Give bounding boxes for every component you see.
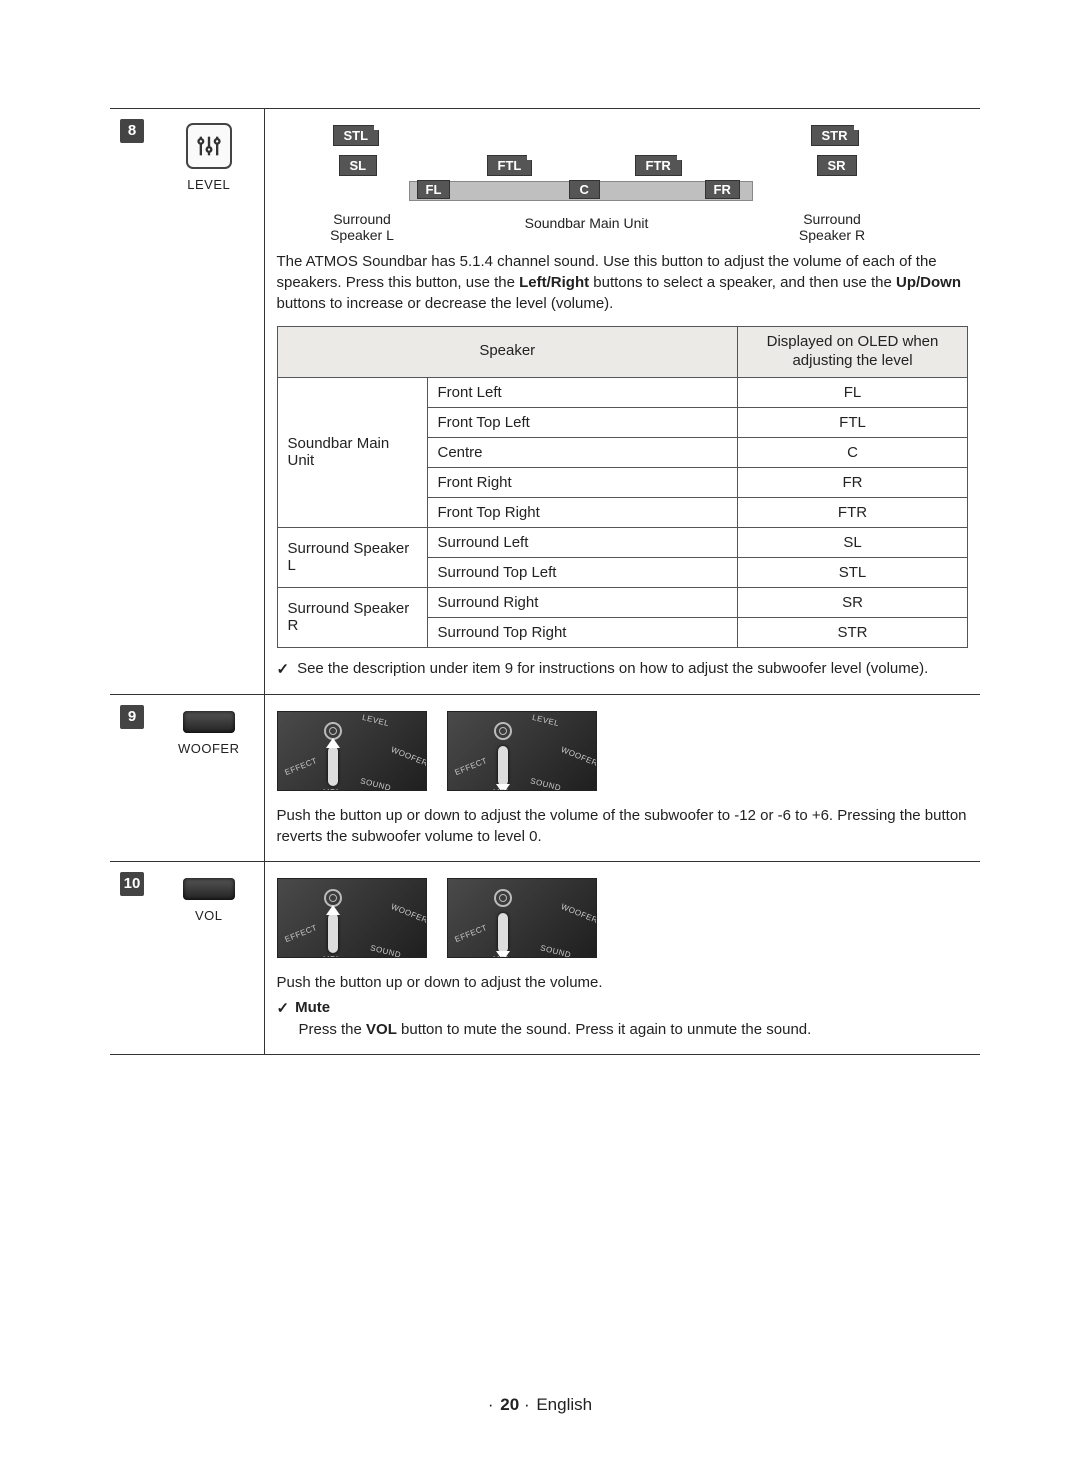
row10-label: VOL	[158, 908, 260, 923]
table-row: Surround Speaker L Surround LeftSL	[277, 527, 968, 557]
row8-note: ✓ See the description under item 9 for i…	[277, 658, 969, 680]
label-surround-l: SurroundSpeaker L	[315, 211, 410, 243]
speaker-code-table: Speaker Displayed on OLED when adjusting…	[277, 326, 969, 648]
level-icon	[186, 123, 232, 169]
chip-c: C	[569, 180, 600, 199]
chip-ftl: FTL	[487, 155, 533, 176]
vol-button-icon	[183, 878, 235, 900]
row9-description: Push the button up or down to adjust the…	[277, 805, 969, 847]
chip-sr: SR	[817, 155, 857, 176]
label-soundbar: Soundbar Main Unit	[497, 215, 677, 231]
row8-label: LEVEL	[158, 177, 260, 192]
row10-description: Push the button up or down to adjust the…	[277, 972, 969, 993]
chip-str: STR	[811, 125, 859, 146]
table-row: Surround Speaker R Surround RightSR	[277, 587, 968, 617]
row8-description: The ATMOS Soundbar has 5.1.4 channel sou…	[277, 251, 969, 314]
remote-photo-up: EFFECT WOOFER SOUND VOL	[277, 878, 427, 958]
mute-heading: ✓ Mute	[277, 999, 969, 1017]
remote-photo-down: LEVEL EFFECT WOOFER SOUND VOL	[447, 711, 597, 791]
feature-table: 8 LEVEL STL STR SL SR FTL FTR FL C FR Su…	[110, 108, 980, 1055]
chip-fl: FL	[417, 180, 451, 199]
check-icon: ✓	[277, 658, 290, 680]
row9-number-badge: 9	[120, 705, 144, 729]
row8-number-badge: 8	[120, 119, 144, 143]
th-speaker: Speaker	[277, 327, 738, 378]
page-footer: · 20 · English	[0, 1395, 1080, 1415]
th-oled: Displayed on OLED when adjusting the lev…	[738, 327, 968, 378]
mute-description: Press the VOL button to mute the sound. …	[277, 1019, 969, 1040]
remote-photo-up: LEVEL EFFECT WOOFER SOUND VOL	[277, 711, 427, 791]
label-surround-r: SurroundSpeaker R	[785, 211, 880, 243]
woofer-button-icon	[183, 711, 235, 733]
chip-stl: STL	[333, 125, 380, 146]
chip-ftr: FTR	[635, 155, 682, 176]
chip-fr: FR	[705, 180, 740, 199]
speaker-layout-diagram: STL STR SL SR FTL FTR FL C FR SurroundSp…	[277, 125, 969, 245]
row9-label: WOOFER	[158, 741, 260, 756]
row10-number-badge: 10	[120, 872, 144, 896]
check-icon: ✓	[277, 999, 290, 1017]
table-row: Soundbar Main Unit Front LeftFL	[277, 377, 968, 407]
remote-photo-down: EFFECT WOOFER SOUND VOL	[447, 878, 597, 958]
chip-sl: SL	[339, 155, 378, 176]
